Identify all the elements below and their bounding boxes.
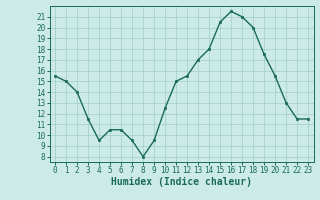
X-axis label: Humidex (Indice chaleur): Humidex (Indice chaleur)	[111, 177, 252, 187]
